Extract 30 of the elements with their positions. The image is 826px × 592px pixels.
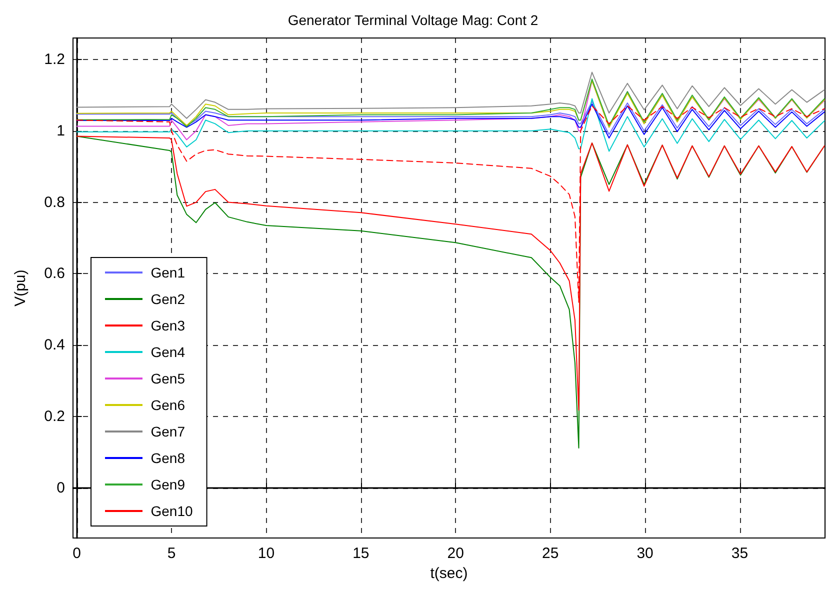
- y-tick-label: 0.4: [44, 336, 65, 354]
- y-axis-title: V(pu): [12, 270, 29, 306]
- x-tick-label: 15: [352, 545, 370, 562]
- line-series: [76, 72, 825, 119]
- legend-label: Gen6: [150, 397, 186, 413]
- y-tick-label: 1: [56, 122, 65, 140]
- y-tick-label: 0.8: [44, 194, 65, 211]
- x-tick-label: 35: [731, 545, 748, 562]
- chart-title: Generator Terminal Voltage Mag: Cont 2: [288, 12, 538, 28]
- x-tick-label: 0: [72, 545, 81, 562]
- y-tick-label: 0: [56, 480, 65, 496]
- legend-label: Gen1: [150, 264, 186, 280]
- x-tick-label: 25: [542, 545, 559, 562]
- y-tick-label: 0.2: [44, 408, 65, 426]
- legend-label: Gen7: [150, 424, 186, 440]
- legend-label: Gen8: [150, 450, 186, 466]
- x-tick-label: 20: [447, 545, 464, 562]
- y-tick-label: 0.6: [44, 265, 65, 282]
- x-tick-label: 10: [258, 545, 275, 562]
- legend-label: Gen9: [150, 476, 186, 492]
- legend-label: Gen2: [150, 291, 186, 307]
- x-tick-label: 5: [167, 545, 176, 562]
- legend-label: Gen5: [150, 370, 186, 386]
- x-axis-title: t(sec): [430, 565, 468, 582]
- x-tick-label: 30: [636, 545, 654, 562]
- legend-label: Gen10: [150, 503, 193, 519]
- legend-label: Gen4: [150, 344, 186, 360]
- legend-label: Gen3: [150, 318, 186, 334]
- line-series: [76, 98, 825, 152]
- y-tick-label: 1.2: [44, 50, 65, 68]
